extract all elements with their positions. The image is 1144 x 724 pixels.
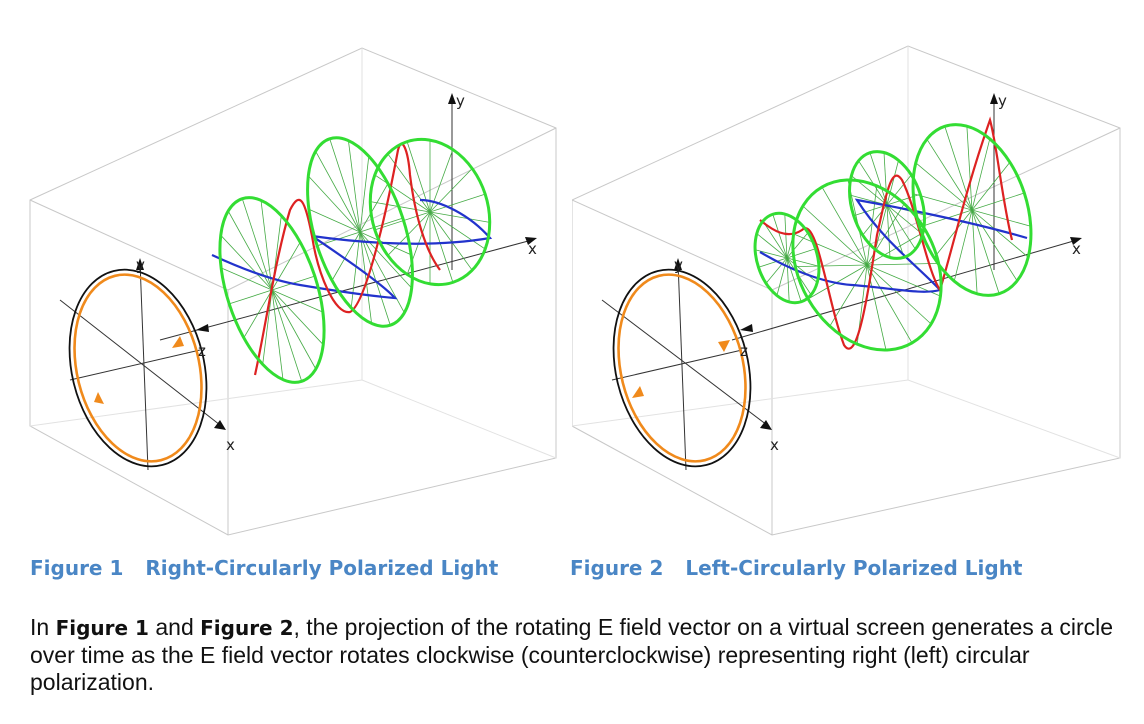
e-vector-arrow <box>867 263 939 265</box>
projection-arrow-1 <box>172 336 184 348</box>
e-vector-arrow <box>272 290 283 380</box>
figure-2-number: Figure 2 <box>570 556 663 580</box>
e-vector-arrow <box>867 265 931 324</box>
axis-label-y: y <box>456 92 465 110</box>
figure-2-diagram: y x y z x <box>572 0 1144 545</box>
screen-axis-label-z: z <box>198 342 206 360</box>
description-figure-1-ref: Figure 1 <box>56 616 149 640</box>
screen-axis-label-y: y <box>136 256 145 274</box>
e-vector-arrow <box>221 268 272 290</box>
projection-arrow-2 <box>94 392 104 404</box>
axis-label-y: y <box>998 92 1007 110</box>
e-vector-arrow <box>822 187 867 265</box>
e-vector-arrow <box>229 290 272 304</box>
e-vector-arrows <box>755 126 1030 350</box>
e-vector-arrow <box>348 141 360 232</box>
description-mid: and <box>149 614 200 640</box>
e-vector-arrow <box>430 212 453 282</box>
screen-axis-label-y: y <box>674 256 683 274</box>
projection-circle <box>56 261 220 475</box>
e-vector-arrow <box>867 265 912 343</box>
projection-arrow-1 <box>718 340 730 352</box>
figure-2-title: Left-Circularly Polarized Light <box>685 556 1022 580</box>
e-vector-arrow <box>972 193 1024 210</box>
axis-label-x: x <box>1072 240 1081 258</box>
projection-screen <box>50 255 226 481</box>
e-vector-arrow <box>794 234 868 265</box>
e-vector-arrow <box>375 175 430 212</box>
bounding-box <box>572 46 1120 535</box>
wave-curves <box>760 120 1027 349</box>
screen-axis-label-z: z <box>740 342 748 360</box>
e-vector-arrow <box>272 290 323 312</box>
arrowheads <box>674 93 1082 430</box>
e-field-helix <box>200 124 508 396</box>
axis-label-x: x <box>528 240 537 258</box>
arrowheads <box>136 93 537 430</box>
e-field-helix <box>744 109 1051 377</box>
e-vector-arrow <box>795 265 867 267</box>
screen-axis-label-x: x <box>226 436 235 454</box>
figure-1-number: Figure 1 <box>30 556 123 580</box>
projection-arrow-2 <box>632 386 644 398</box>
e-vector-arrow <box>972 210 1028 257</box>
e-vector-arrow <box>309 209 360 232</box>
description-figure-2-ref: Figure 2 <box>200 616 293 640</box>
description-pre: In <box>30 614 56 640</box>
figure-1-title: Right-Circularly Polarized Light <box>145 556 498 580</box>
bounding-box <box>30 48 556 535</box>
figure-1-diagram: y x y z x <box>0 0 572 545</box>
description-paragraph: In Figure 1 and Figure 2, the projection… <box>30 614 1120 696</box>
figure-1-caption: Figure 1 Right-Circularly Polarized Light <box>30 556 498 580</box>
wave-curves <box>212 144 490 375</box>
screen-axis-label-x: x <box>770 436 779 454</box>
figure-2-caption: Figure 2 Left-Circularly Polarized Light <box>570 556 1023 580</box>
